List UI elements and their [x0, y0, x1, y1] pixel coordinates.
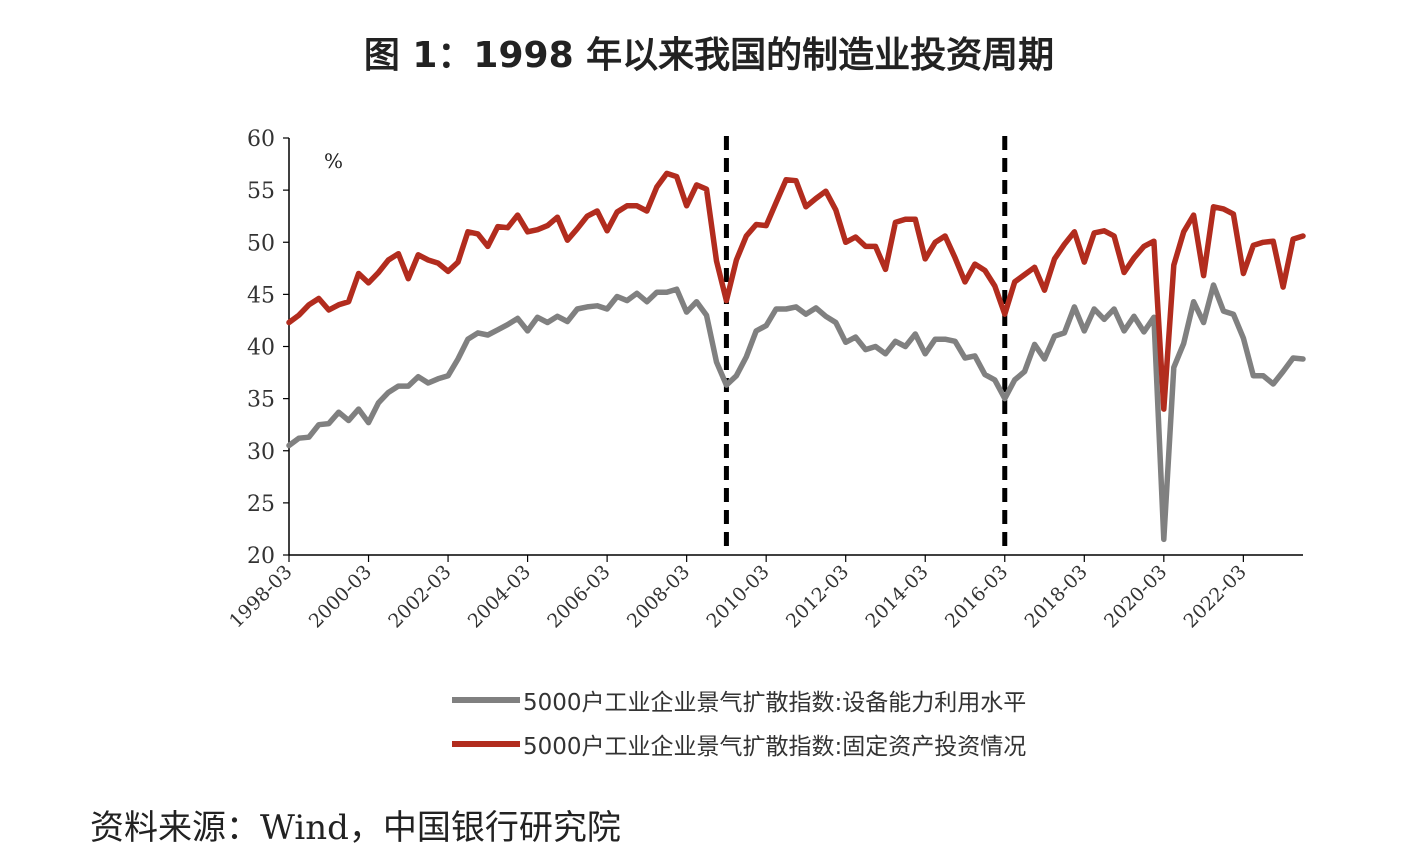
x-tick-label: 2004-03: [464, 561, 535, 632]
x-tick-label: 2016-03: [941, 561, 1012, 632]
x-tick-label: 2002-03: [384, 561, 455, 632]
y-tick-label: 55: [247, 179, 275, 204]
series-line-1: [286, 282, 1306, 543]
x-tick-label: 2014-03: [861, 561, 932, 632]
y-tick-label: 50: [247, 231, 275, 256]
source-note: 资料来源：Wind，中国银行研究院: [90, 808, 621, 848]
x-tick-label: 2006-03: [543, 561, 614, 632]
x-tick-label: 2008-03: [623, 561, 694, 632]
series-lines: [286, 170, 1306, 543]
x-tick-label: 2012-03: [782, 561, 853, 632]
y-tick-label: 45: [247, 283, 275, 308]
unit-label: %: [324, 149, 343, 173]
x-tick-label: 2000-03: [305, 561, 376, 632]
legend-label-2: 5000户工业企业景气扩散指数:固定资产投资情况: [523, 734, 1026, 760]
x-tick-label: 2020-03: [1100, 561, 1171, 632]
series-line-2: [286, 170, 1306, 412]
y-tick-label: 20: [247, 544, 275, 569]
x-tick-label: 2010-03: [702, 561, 773, 632]
x-tick-label: 1998-03: [225, 561, 296, 632]
y-tick-label: 30: [247, 440, 275, 465]
y-tick-label: 40: [247, 336, 275, 361]
legend-label-1: 5000户工业企业景气扩散指数:设备能力利用水平: [523, 690, 1026, 716]
cycle-markers: [723, 136, 1008, 548]
y-tick-label: 60: [247, 127, 275, 152]
axes: 20 25 30 35 40 45 50 55 60% 1998-03 2000-03 2002-03…: [225, 127, 1303, 632]
y-tick-label: 35: [247, 388, 275, 413]
chart-title: 图 1：1998 年以来我国的制造业投资周期: [363, 35, 1055, 76]
y-tick-label: 25: [247, 492, 275, 517]
x-tick-label: 2018-03: [1020, 561, 1091, 632]
x-tick-label: 2022-03: [1180, 561, 1251, 632]
legend: 5000户工业企业景气扩散指数:设备能力利用水平 5000户工业企业景气扩散指数:…: [452, 690, 1026, 760]
